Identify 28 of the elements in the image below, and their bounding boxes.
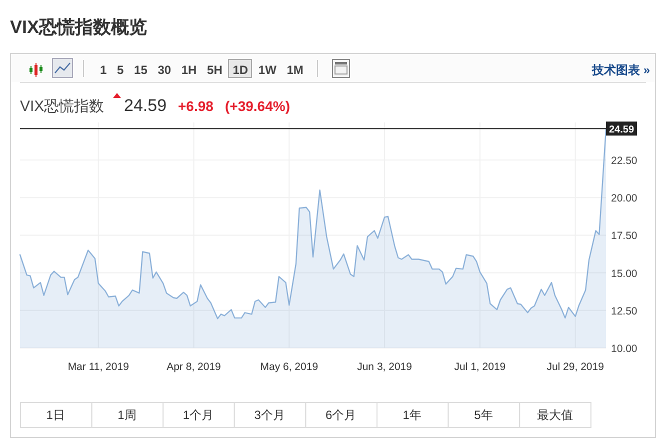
chart-title: VIX恐慌指数概览 xyxy=(10,17,148,37)
x-tick-label: Jul 29, 2019 xyxy=(546,361,604,373)
text: 1年 xyxy=(402,408,422,422)
x-tick-label: Mar 11, 2019 xyxy=(68,361,130,373)
y-tick-label: 17.50 xyxy=(611,230,638,242)
y-tick-label: 12.50 xyxy=(611,305,638,318)
text: 1周 xyxy=(118,408,136,422)
ref-line-label: 24.59 xyxy=(608,124,634,136)
x-tick-label: Jul 1, 2019 xyxy=(454,361,506,373)
text: 1日 xyxy=(46,408,65,422)
text: 最大值 xyxy=(536,408,573,422)
text: 1个月 xyxy=(182,408,214,422)
x-tick-label: Apr 8, 2019 xyxy=(166,361,222,373)
text: (+39.64%) xyxy=(225,98,290,114)
y-tick-label: 20.00 xyxy=(611,192,638,205)
text: 5年 xyxy=(474,408,493,422)
x-tick-label: Jun 3, 2019 xyxy=(357,361,412,373)
text: 6个月 xyxy=(326,408,356,422)
y-tick-label: 22.50 xyxy=(611,155,638,167)
y-tick-label: 10.00 xyxy=(611,343,638,355)
text: 3个月 xyxy=(254,408,285,422)
text: 技术图表 » xyxy=(590,63,650,77)
y-tick-label: 15.00 xyxy=(611,268,638,280)
x-tick-label: May 6, 2019 xyxy=(260,361,318,373)
text: 1 5 15 30 1H 5H 1D 1W 1M xyxy=(100,63,304,77)
text: +6.98 xyxy=(178,98,214,114)
text: 24.59 xyxy=(124,96,167,115)
chart-subtitle: VIX恐慌指数 xyxy=(20,98,104,115)
